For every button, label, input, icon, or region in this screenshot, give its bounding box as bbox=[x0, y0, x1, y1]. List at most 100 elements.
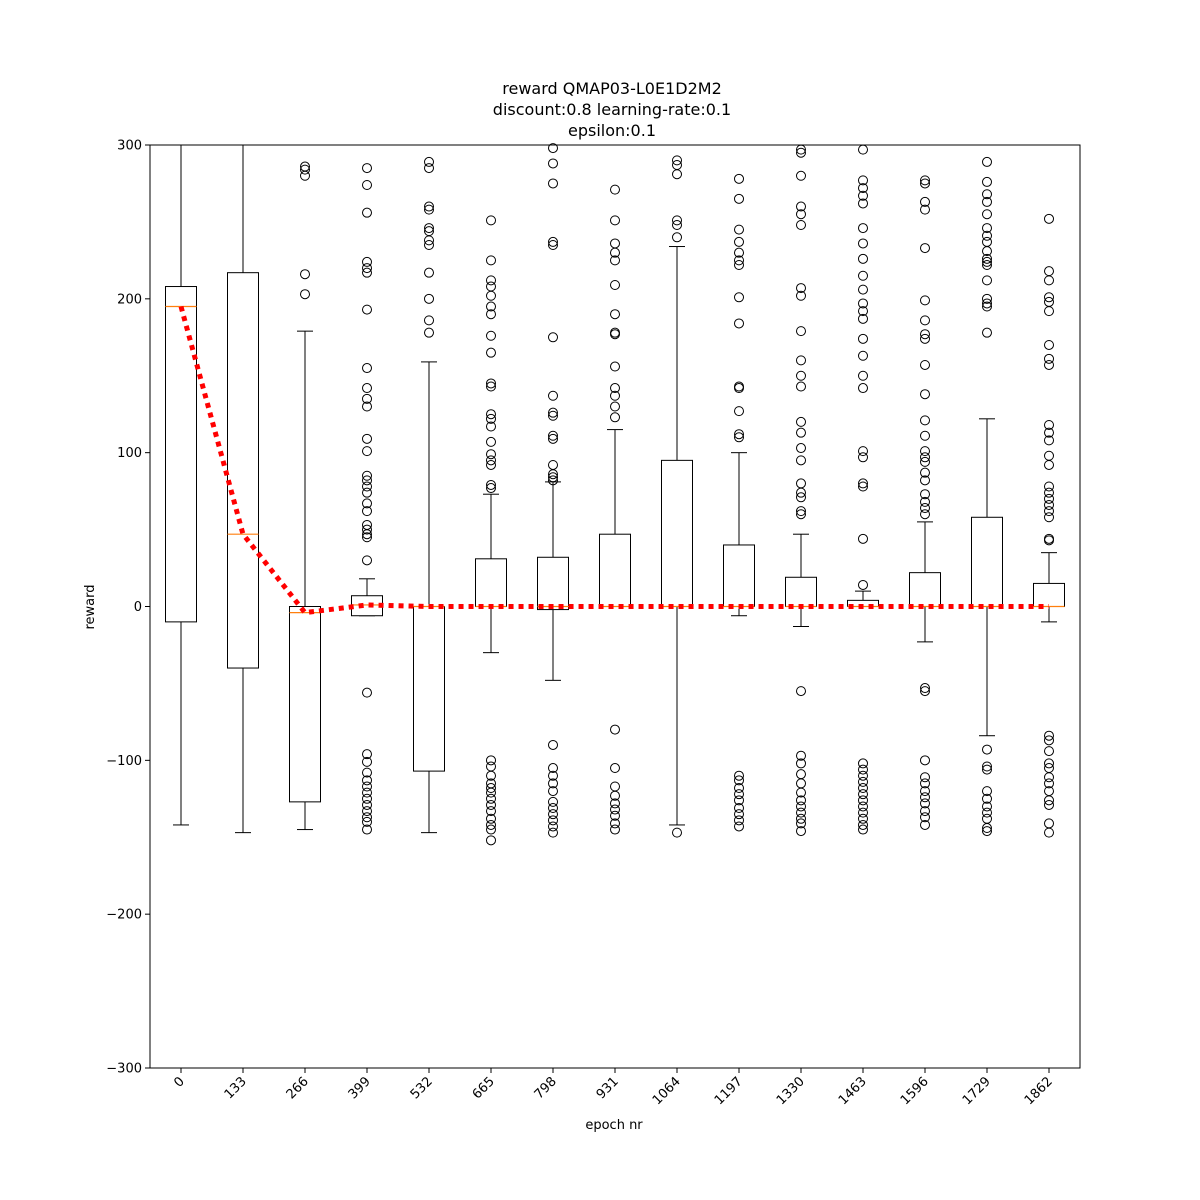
outlier-point bbox=[734, 821, 744, 832]
iqr-box bbox=[723, 544, 755, 608]
outlier-point bbox=[362, 267, 372, 278]
outlier-point bbox=[920, 178, 930, 189]
outlier-point bbox=[424, 163, 434, 174]
outlier-point bbox=[858, 238, 868, 249]
outlier-point bbox=[362, 816, 372, 827]
outlier-point bbox=[920, 772, 930, 783]
outlier-point bbox=[610, 184, 620, 195]
outlier-point bbox=[920, 204, 930, 215]
outlier-point bbox=[982, 223, 992, 234]
outlier-point bbox=[424, 235, 434, 246]
outlier-point bbox=[858, 370, 868, 381]
outlier-point bbox=[1044, 275, 1054, 286]
outlier-point bbox=[920, 415, 930, 426]
outlier-point bbox=[982, 196, 992, 207]
outlier-point bbox=[486, 330, 496, 341]
outlier-point bbox=[796, 443, 806, 454]
outlier-point bbox=[734, 318, 744, 329]
outlier-point bbox=[610, 215, 620, 226]
outlier-point bbox=[734, 803, 744, 814]
outlier-point bbox=[796, 209, 806, 220]
outlier-point bbox=[486, 255, 496, 266]
outlier-point bbox=[858, 770, 868, 781]
outlier-point bbox=[982, 764, 992, 775]
outlier-point bbox=[362, 207, 372, 218]
outlier-point bbox=[1044, 435, 1054, 446]
outlier-point bbox=[858, 175, 868, 186]
outlier-point bbox=[424, 201, 434, 212]
outlier-point bbox=[548, 475, 558, 486]
outlier-point bbox=[486, 381, 496, 392]
outlier-point bbox=[858, 758, 868, 769]
outlier-point bbox=[424, 204, 434, 215]
outlier-point bbox=[734, 193, 744, 204]
outlier-point bbox=[672, 169, 682, 180]
outlier-point bbox=[1044, 746, 1054, 757]
outlier-point bbox=[920, 430, 930, 441]
outlier-point bbox=[548, 796, 558, 807]
outlier-point bbox=[858, 795, 868, 806]
outlier-point bbox=[858, 306, 868, 317]
outlier-point bbox=[610, 818, 620, 829]
outlier-point bbox=[610, 390, 620, 401]
y-axis: −300 −200 −100 0 100 200 300 bbox=[106, 139, 150, 1077]
outlier-point bbox=[858, 481, 868, 492]
outlier-point bbox=[362, 775, 372, 786]
outlier-point bbox=[796, 219, 806, 230]
iqr-box bbox=[971, 516, 1003, 608]
outlier-point bbox=[1044, 735, 1054, 746]
outlier-point bbox=[610, 810, 620, 821]
outlier-point bbox=[424, 156, 434, 167]
iqr-box bbox=[1033, 582, 1065, 607]
outlier-point bbox=[548, 778, 558, 789]
y-axis-label: reward bbox=[83, 584, 98, 629]
outlier-point bbox=[548, 469, 558, 480]
outlier-point bbox=[362, 163, 372, 174]
outlier-point bbox=[858, 783, 868, 794]
outlier-point bbox=[610, 247, 620, 258]
outlier-point bbox=[486, 824, 496, 835]
outlier-point bbox=[548, 809, 558, 820]
outlier-point bbox=[734, 173, 744, 184]
outlier-point bbox=[548, 407, 558, 418]
outlier-point bbox=[982, 793, 992, 804]
boxes-layer bbox=[165, 143, 1065, 846]
outlier-point bbox=[858, 813, 868, 824]
y-tick-label: 300 bbox=[117, 139, 142, 154]
outlier-point bbox=[982, 761, 992, 772]
outlier-point bbox=[486, 347, 496, 358]
outlier-point bbox=[1044, 799, 1054, 810]
outlier-point bbox=[982, 823, 992, 834]
outlier-point bbox=[486, 309, 496, 320]
outlier-point bbox=[982, 826, 992, 837]
outlier-point bbox=[796, 787, 806, 798]
outlier-point bbox=[548, 178, 558, 189]
outlier-point bbox=[672, 827, 682, 838]
outlier-point bbox=[734, 795, 744, 806]
box-group bbox=[847, 144, 879, 835]
outlier-point bbox=[920, 315, 930, 326]
outlier-point bbox=[548, 390, 558, 401]
outlier-point bbox=[548, 332, 558, 343]
outlier-point bbox=[796, 290, 806, 301]
outlier-point bbox=[796, 283, 806, 294]
outlier-point bbox=[982, 275, 992, 286]
outlier-point bbox=[858, 452, 868, 463]
outlier-point bbox=[610, 798, 620, 809]
outlier-point bbox=[610, 309, 620, 320]
outlier-point bbox=[486, 819, 496, 830]
outlier-point bbox=[920, 329, 930, 340]
outlier-point bbox=[1044, 512, 1054, 523]
outlier-point bbox=[858, 478, 868, 489]
outlier-point bbox=[858, 807, 868, 818]
outlier-point bbox=[362, 767, 372, 778]
outlier-point bbox=[672, 215, 682, 226]
outlier-point bbox=[486, 455, 496, 466]
outlier-point bbox=[796, 147, 806, 158]
outlier-point bbox=[920, 806, 930, 817]
outlier-point bbox=[858, 183, 868, 194]
outlier-point bbox=[920, 175, 930, 186]
outlier-point bbox=[672, 155, 682, 166]
outlier-point bbox=[362, 524, 372, 535]
